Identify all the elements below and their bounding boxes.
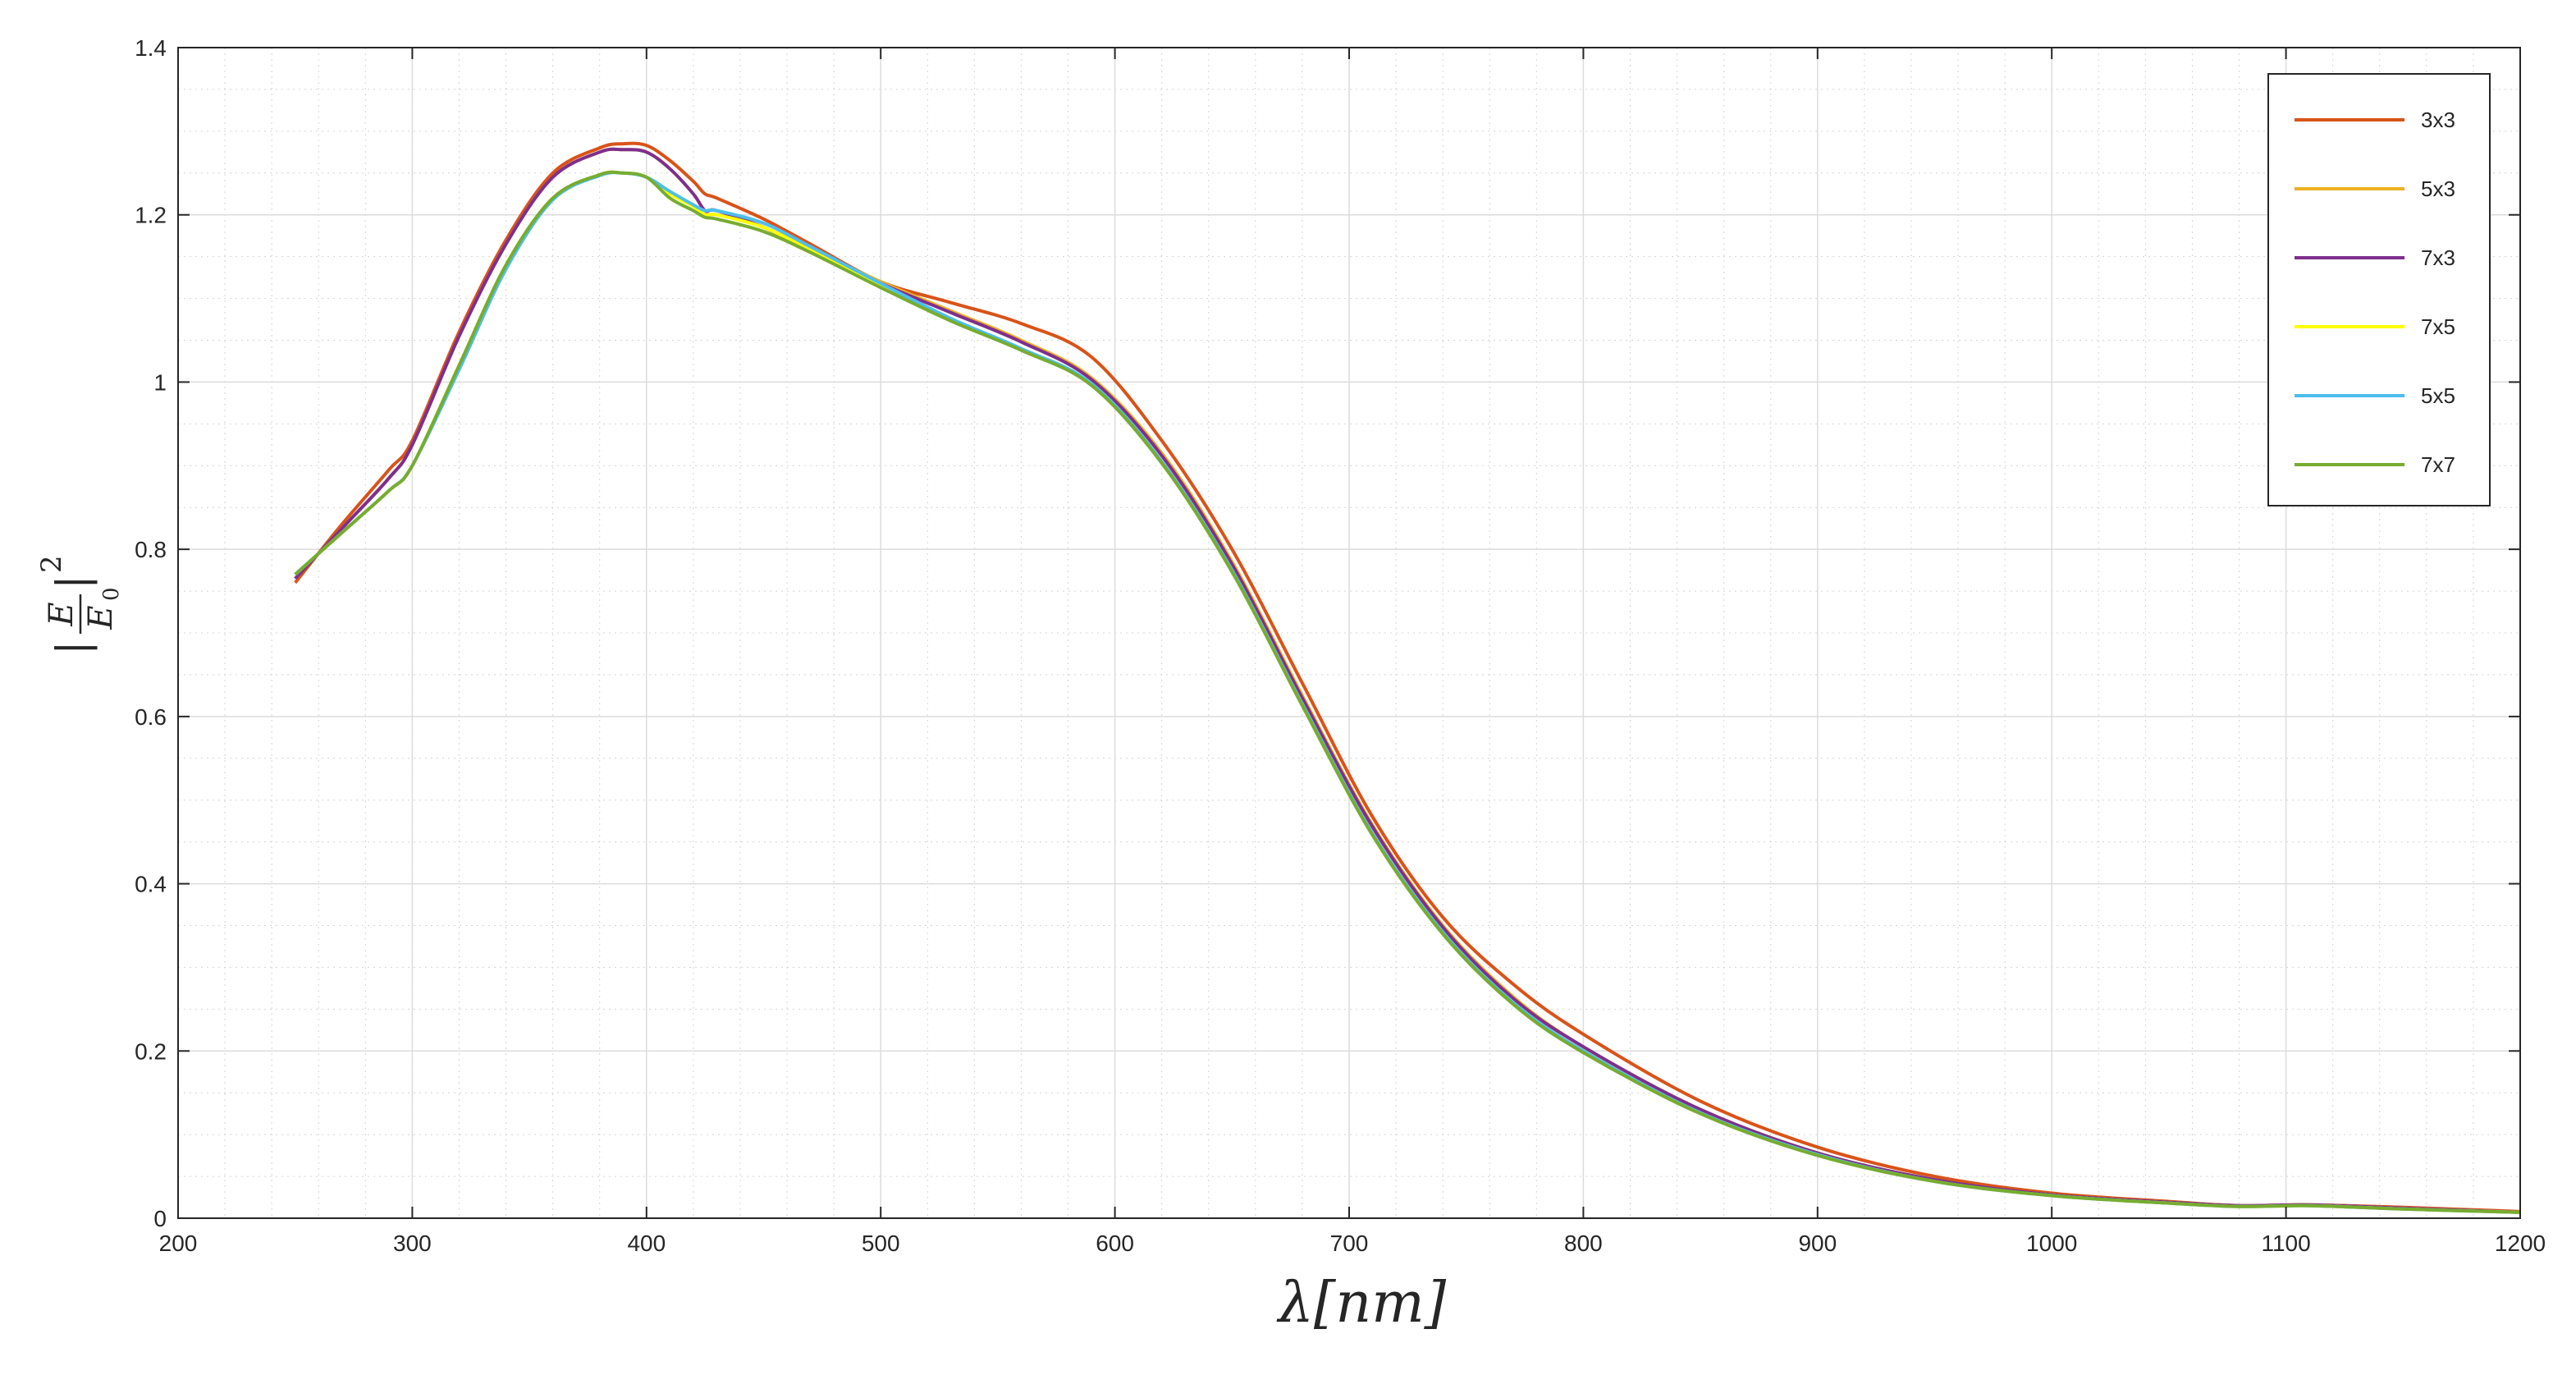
x-tick-label: 800 [1564, 1231, 1603, 1256]
legend-label-7x5: 7x5 [2421, 314, 2455, 339]
x-tick-label: 1200 [2495, 1231, 2546, 1256]
y-axis-title-subscript: 0 [99, 587, 124, 601]
y-tick-label: 0.8 [135, 537, 167, 562]
y-axis-title-numerator: E [43, 602, 80, 626]
x-tick-label: 400 [627, 1231, 666, 1256]
legend-label-7x7: 7x7 [2421, 452, 2455, 477]
y-tick-label: 0.4 [135, 872, 167, 897]
x-tick-label: 600 [1096, 1231, 1134, 1256]
y-tick-labels: 0 0.2 0.4 0.6 0.8 1 1.2 1.4 [135, 35, 167, 1231]
y-tick-label: 1 [153, 369, 167, 395]
y-axis-title-bar-left: | [48, 640, 98, 655]
x-tick-labels: 200 300 400 500 600 700 800 900 1000 1100 1200 [159, 1231, 2546, 1256]
legend-label-7x3: 7x3 [2421, 245, 2455, 270]
x-axis-title: λ[nm] [1276, 1271, 1447, 1336]
y-axis-title-exponent: 2 [35, 555, 68, 573]
x-tick-label: 500 [862, 1231, 900, 1256]
x-tick-label: 1000 [2026, 1231, 2077, 1256]
x-tick-label: 1100 [2261, 1231, 2310, 1256]
y-tick-label: 0.6 [135, 704, 167, 730]
legend-label-3x3: 3x3 [2421, 108, 2455, 132]
y-axis-title-denominator: E [82, 605, 120, 630]
series-line-7x7 [294, 170, 2521, 1214]
legend: 3x3 5x3 7x3 7x5 5x5 7x7 [2267, 73, 2491, 506]
x-tick-label: 900 [1798, 1231, 1837, 1256]
y-tick-label: 0.2 [135, 1038, 167, 1064]
x-tick-label: 200 [159, 1231, 198, 1256]
series-line-3x3 [294, 141, 2521, 1213]
legend-label-5x5: 5x5 [2421, 383, 2455, 408]
axis-ticks [177, 47, 2521, 1219]
x-tick-label: 300 [393, 1231, 432, 1256]
legend-box [2267, 73, 2491, 506]
x-tick-label: 700 [1330, 1231, 1369, 1256]
y-tick-label: 1.4 [135, 35, 167, 61]
legend-label-5x3: 5x3 [2421, 176, 2455, 201]
y-tick-label: 1.2 [135, 203, 167, 228]
series-layer [294, 141, 2521, 1214]
y-axis-title: | E E 0 | 2 [35, 555, 124, 655]
y-axis-title-bar-right: | [48, 575, 98, 589]
y-tick-label: 0 [153, 1206, 167, 1231]
